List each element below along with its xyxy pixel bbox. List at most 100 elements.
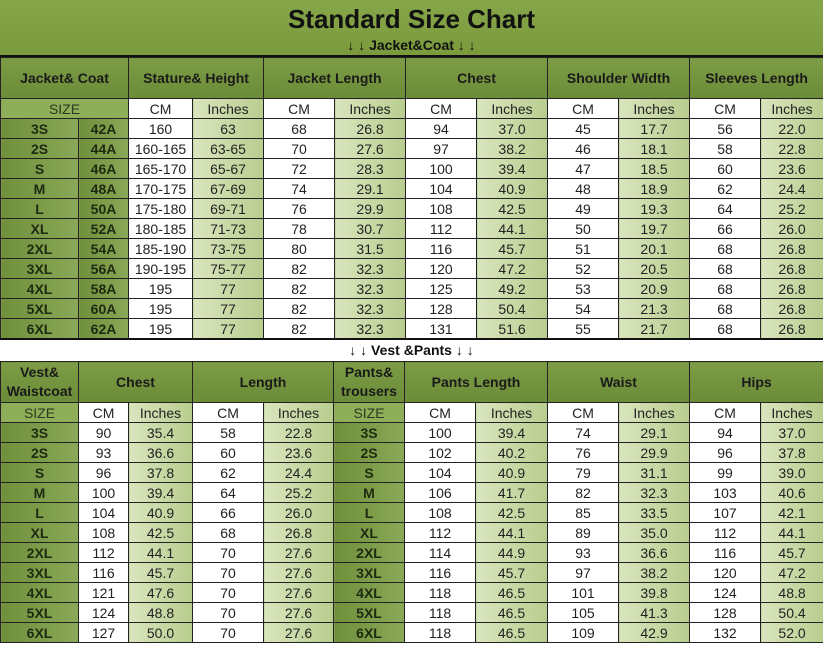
value-cell: 46.5 xyxy=(474,622,549,643)
value-cell: 65-67 xyxy=(192,158,265,179)
value-cell: 82 xyxy=(263,258,336,279)
size-cell: 48A xyxy=(77,178,130,199)
value-cell: 160-165 xyxy=(128,138,194,159)
table-row: M 48A 170-175 67-69 74 29.1 104 40.9 48 18.9 62 24.… xyxy=(0,178,823,199)
size-cell: 2XL xyxy=(0,542,79,563)
size-cell: 3S xyxy=(0,118,79,139)
value-cell: 17.7 xyxy=(618,118,691,139)
value-cell: 50.4 xyxy=(760,602,823,623)
value-cell: 41.7 xyxy=(474,482,549,503)
value-cell: 75-77 xyxy=(192,258,265,279)
size-cell: 54A xyxy=(77,238,130,259)
value-cell: 45 xyxy=(547,118,620,139)
value-cell: 27.6 xyxy=(263,602,334,623)
value-cell: 29.9 xyxy=(618,442,691,463)
value-cell: 46 xyxy=(547,138,620,159)
value-cell: 31.5 xyxy=(334,238,407,259)
value-cell: 45.7 xyxy=(474,562,549,583)
value-cell: 68 xyxy=(689,258,762,279)
unit-cm-label: CM xyxy=(547,402,620,423)
value-cell: 27.6 xyxy=(263,582,334,603)
value-cell: 42.5 xyxy=(474,502,549,523)
value-cell: 27.6 xyxy=(263,562,334,583)
value-cell: 118 xyxy=(404,602,476,623)
value-cell: 116 xyxy=(689,542,762,563)
unit-cm-label: CM xyxy=(689,402,762,423)
value-cell: 76 xyxy=(263,198,336,219)
unit-cm-label: CM xyxy=(192,402,264,423)
vest-section-label: ↓ ↓ Vest &Pants ↓ ↓ xyxy=(0,338,823,363)
value-cell: 180-185 xyxy=(128,218,194,239)
value-cell: 120 xyxy=(405,258,478,279)
size-cell: 6XL xyxy=(333,622,405,643)
value-cell: 32.3 xyxy=(334,318,407,339)
value-cell: 74 xyxy=(547,422,620,443)
unit-inches-label: Inches xyxy=(618,98,691,119)
size-cell: 2S xyxy=(0,138,79,159)
size-label: SIZE xyxy=(0,402,79,423)
value-cell: 96 xyxy=(78,462,129,483)
size-cell: M xyxy=(333,482,405,503)
value-cell: 44.1 xyxy=(474,522,549,543)
column-header: Jacket& Coat xyxy=(0,57,130,99)
value-cell: 37.8 xyxy=(128,462,193,483)
value-cell: 108 xyxy=(405,198,478,219)
value-cell: 40.6 xyxy=(760,482,823,503)
value-cell: 63-65 xyxy=(192,138,265,159)
size-cell: M xyxy=(0,178,79,199)
unit-cm-label: CM xyxy=(689,98,762,119)
size-cell: 4XL xyxy=(333,582,405,603)
size-cell: 3S xyxy=(0,422,79,443)
value-cell: 60 xyxy=(689,158,762,179)
size-cell: 4XL xyxy=(0,278,79,299)
unit-cm-label: CM xyxy=(404,402,476,423)
table-row: 4XL 58A 195 77 82 32.3 125 49.2 53 20.9 68 26.8 xyxy=(0,278,823,299)
size-cell: S xyxy=(0,158,79,179)
value-cell: 40.9 xyxy=(476,178,549,199)
size-cell: 46A xyxy=(77,158,130,179)
value-cell: 112 xyxy=(689,522,762,543)
value-cell: 70 xyxy=(192,582,264,603)
value-cell: 40.9 xyxy=(128,502,193,523)
value-cell: 44.9 xyxy=(474,542,549,563)
table-row: XL 52A 180-185 71-73 78 30.7 112 44.1 50 19.7 66 26… xyxy=(0,218,823,239)
value-cell: 44.1 xyxy=(476,218,549,239)
value-cell: 47.6 xyxy=(128,582,193,603)
value-cell: 160 xyxy=(128,118,194,139)
value-cell: 106 xyxy=(404,482,476,503)
table-row: 2XL 112 44.1 70 27.6 2XL 114 44.9 93 36.6 116 45.7 xyxy=(0,542,823,563)
value-cell: 49.2 xyxy=(476,278,549,299)
table-row: 2XL 54A 185-190 73-75 80 31.5 116 45.7 51 20.1 68 2… xyxy=(0,238,823,259)
size-cell: 56A xyxy=(77,258,130,279)
size-cell: 6XL xyxy=(0,318,79,339)
value-cell: 93 xyxy=(547,542,620,563)
value-cell: 97 xyxy=(405,138,478,159)
value-cell: 121 xyxy=(78,582,129,603)
value-cell: 18.5 xyxy=(618,158,691,179)
value-cell: 116 xyxy=(78,562,129,583)
value-cell: 47.2 xyxy=(476,258,549,279)
value-cell: 50.4 xyxy=(476,298,549,319)
value-cell: 63 xyxy=(192,118,265,139)
value-cell: 39.0 xyxy=(760,462,823,483)
column-header: Vest& Waistcoat xyxy=(0,361,79,403)
value-cell: 35.0 xyxy=(618,522,691,543)
value-cell: 32.3 xyxy=(334,278,407,299)
value-cell: 82 xyxy=(547,482,620,503)
value-cell: 49 xyxy=(547,198,620,219)
value-cell: 50.0 xyxy=(128,622,193,643)
value-cell: 35.4 xyxy=(128,422,193,443)
unit-cm-label: CM xyxy=(128,98,194,119)
value-cell: 22.8 xyxy=(760,138,823,159)
value-cell: 62 xyxy=(192,462,264,483)
value-cell: 77 xyxy=(192,298,265,319)
value-cell: 37.0 xyxy=(760,422,823,443)
value-cell: 37.8 xyxy=(760,442,823,463)
column-header: Sleeves Length xyxy=(689,57,823,99)
value-cell: 26.8 xyxy=(760,298,823,319)
value-cell: 32.3 xyxy=(334,258,407,279)
value-cell: 124 xyxy=(78,602,129,623)
value-cell: 39.4 xyxy=(476,158,549,179)
value-cell: 55 xyxy=(547,318,620,339)
value-cell: 23.6 xyxy=(263,442,334,463)
